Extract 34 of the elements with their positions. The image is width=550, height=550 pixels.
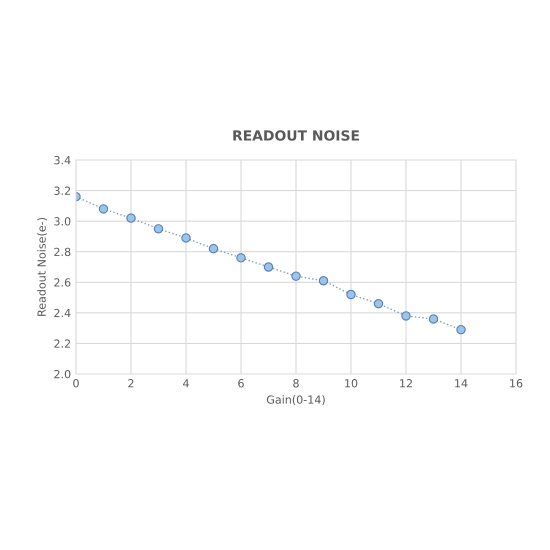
x-tick-label: 0 — [73, 379, 79, 388]
y-tick-label: 2.4 — [54, 308, 71, 318]
point — [401, 311, 411, 321]
x-tick-label: 14 — [455, 379, 468, 388]
x-tick-label: 8 — [293, 379, 299, 388]
y-axis-title: Readout Noise(e-) — [37, 218, 48, 316]
x-tick-label: 6 — [238, 379, 244, 388]
x-tick-label: 10 — [345, 379, 358, 388]
y-tick-label: 2.2 — [54, 339, 70, 348]
y-tick-label: 2.0 — [54, 370, 70, 378]
x-tick-label: 4 — [183, 379, 189, 388]
point — [291, 271, 301, 281]
point — [236, 253, 246, 263]
y-tick-label: 2.6 — [54, 278, 70, 287]
point — [456, 324, 466, 334]
point — [181, 233, 191, 243]
y-tick-label: 3.4 — [54, 156, 71, 164]
y-tick-label: 2.8 — [54, 248, 70, 256]
point — [318, 276, 328, 286]
point — [346, 290, 356, 300]
point — [428, 314, 438, 324]
x-tick-label: 2 — [128, 379, 134, 388]
point — [154, 224, 164, 234]
point — [208, 244, 218, 254]
point — [264, 262, 274, 272]
x-axis-title: Gain(0-14) — [266, 395, 325, 406]
x-tick-label: 12 — [400, 379, 412, 388]
chart-title: READOUT NOISE — [233, 130, 359, 141]
x-tick-label: 16 — [510, 379, 522, 388]
point — [126, 213, 136, 223]
y-tick-label: 3.0 — [54, 217, 70, 226]
y-tick-label: 3.2 — [54, 186, 70, 195]
point — [98, 204, 108, 214]
point — [374, 298, 384, 308]
